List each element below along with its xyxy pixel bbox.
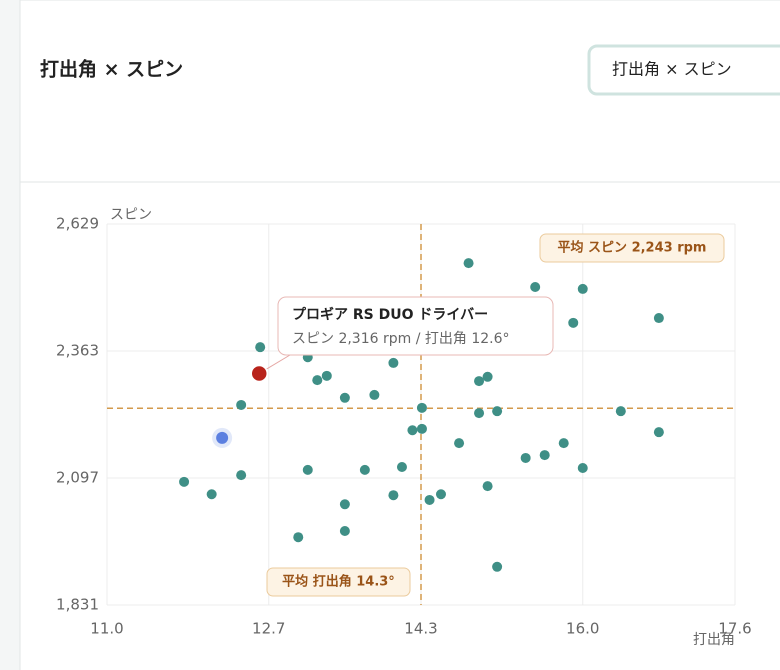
highlight-point — [250, 364, 268, 383]
point — [474, 376, 485, 387]
point — [568, 317, 579, 328]
point — [454, 438, 465, 449]
point — [492, 561, 503, 572]
average-badge — [266, 567, 411, 597]
card-title: 打出角 × スピン — [40, 58, 183, 81]
point — [321, 370, 332, 381]
x-tick-label: 17.6 — [718, 620, 751, 638]
point — [396, 462, 407, 473]
point — [424, 494, 435, 505]
point — [416, 402, 427, 413]
point — [179, 476, 190, 487]
point — [236, 399, 247, 410]
average-label: 平均 打出角 14.3° — [282, 574, 395, 590]
tooltip — [277, 296, 554, 356]
point — [206, 489, 217, 500]
point — [255, 342, 266, 353]
point — [302, 464, 313, 475]
point — [482, 371, 493, 382]
point — [236, 470, 247, 481]
point — [615, 406, 626, 417]
tooltip-title: プロギア RS DUO ドライバー — [292, 306, 488, 323]
point — [293, 532, 304, 543]
x-axis-label: 打出角 — [693, 631, 735, 648]
point — [435, 489, 446, 500]
point — [369, 389, 380, 400]
point — [520, 452, 531, 463]
point — [653, 313, 664, 324]
point — [463, 258, 474, 269]
point — [312, 375, 323, 386]
point — [482, 481, 493, 492]
point — [339, 525, 350, 536]
point — [530, 282, 541, 293]
point — [558, 438, 569, 449]
point — [407, 425, 418, 436]
x-tick-label: 16.0 — [566, 620, 599, 638]
select[interactable] — [587, 44, 780, 96]
point — [339, 392, 350, 403]
selected-point — [216, 431, 229, 444]
y-tick-label: 2,363 — [56, 342, 99, 360]
point — [577, 462, 588, 473]
point — [577, 283, 588, 294]
y-tick-label: 2,629 — [56, 215, 99, 233]
point — [388, 357, 399, 368]
select-value[interactable]: 打出角 × スピン — [612, 60, 732, 79]
point — [492, 406, 503, 417]
tooltip-detail: スピン 2,316 rpm / 打出角 12.6° — [292, 330, 510, 347]
y-tick-label: 2,097 — [56, 469, 99, 487]
point — [539, 450, 550, 461]
x-tick-label: 11.0 — [90, 620, 123, 638]
point — [474, 408, 485, 419]
point — [416, 423, 427, 434]
point — [653, 427, 664, 438]
average-badge — [539, 233, 725, 263]
y-axis-label: スピン — [110, 207, 152, 223]
y-tick-label: 1,831 — [56, 596, 99, 614]
point — [339, 499, 350, 510]
point — [359, 464, 370, 475]
x-tick-label: 14.3 — [404, 620, 437, 638]
point — [388, 490, 399, 501]
x-tick-label: 12.7 — [252, 620, 285, 638]
average-label: 平均 スピン 2,243 rpm — [558, 240, 707, 256]
